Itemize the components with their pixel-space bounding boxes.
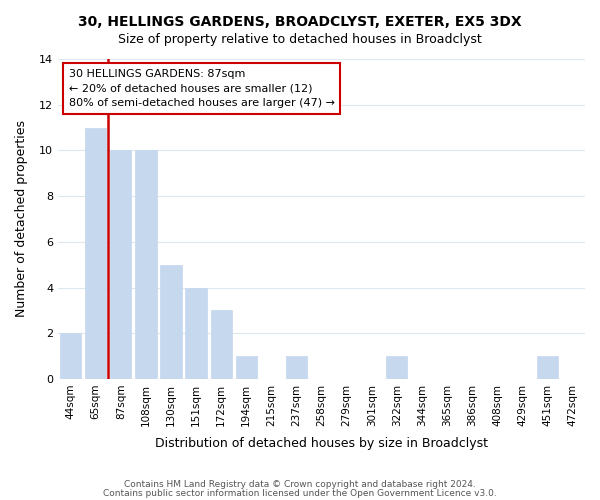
Text: Contains public sector information licensed under the Open Government Licence v3: Contains public sector information licen… [103, 488, 497, 498]
Text: 30, HELLINGS GARDENS, BROADCLYST, EXETER, EX5 3DX: 30, HELLINGS GARDENS, BROADCLYST, EXETER… [78, 15, 522, 29]
Bar [185, 288, 207, 379]
Text: Size of property relative to detached houses in Broadclyst: Size of property relative to detached ho… [118, 32, 482, 46]
Y-axis label: Number of detached properties: Number of detached properties [15, 120, 28, 318]
Bar [160, 264, 182, 379]
Bar [386, 356, 407, 379]
Text: 30 HELLINGS GARDENS: 87sqm
← 20% of detached houses are smaller (12)
80% of semi: 30 HELLINGS GARDENS: 87sqm ← 20% of deta… [68, 68, 335, 108]
X-axis label: Distribution of detached houses by size in Broadclyst: Distribution of detached houses by size … [155, 437, 488, 450]
Bar [286, 356, 307, 379]
Bar [85, 128, 106, 379]
Bar [236, 356, 257, 379]
Bar [135, 150, 157, 379]
Bar [537, 356, 558, 379]
Text: Contains HM Land Registry data © Crown copyright and database right 2024.: Contains HM Land Registry data © Crown c… [124, 480, 476, 489]
Bar [211, 310, 232, 379]
Bar [110, 150, 131, 379]
Bar [60, 333, 82, 379]
